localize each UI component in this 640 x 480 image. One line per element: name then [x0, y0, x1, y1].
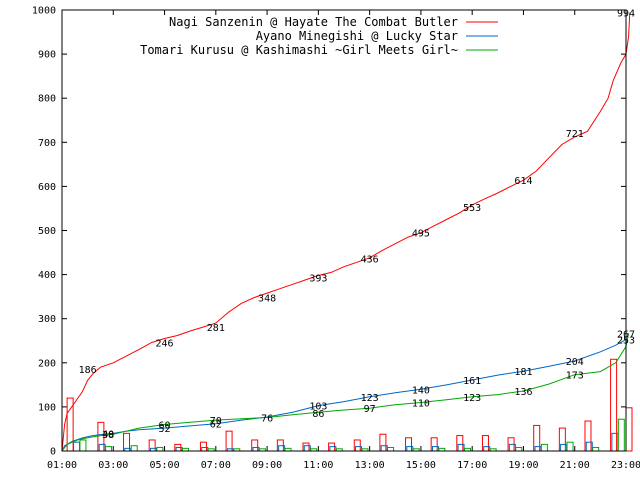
hourly-bar	[156, 446, 164, 452]
x-tick-label: 01:00	[47, 460, 77, 471]
x-tick-label: 21:00	[560, 460, 590, 471]
data-label: 173	[566, 371, 584, 382]
x-tick-label: 23:00	[611, 460, 640, 471]
y-tick-label: 600	[38, 182, 56, 193]
y-tick-label: 100	[38, 402, 56, 413]
x-tick-label: 19:00	[508, 460, 538, 471]
hourly-bar	[130, 445, 138, 452]
data-label: 186	[79, 365, 97, 376]
hourly-bar	[225, 430, 233, 452]
x-tick-label: 15:00	[406, 460, 436, 471]
y-tick-label: 0	[50, 447, 56, 458]
data-label: 123	[361, 393, 379, 404]
data-label: 393	[309, 274, 327, 285]
y-tick-label: 300	[38, 314, 56, 325]
legend-label: Ayano Minegishi @ Lucky Star	[256, 29, 458, 43]
data-label: 204	[566, 357, 584, 368]
data-label: 110	[412, 398, 430, 409]
y-tick-label: 1000	[32, 6, 56, 17]
data-label: 181	[514, 367, 532, 378]
hourly-bar	[540, 443, 548, 452]
x-tick-label: 17:00	[457, 460, 487, 471]
hourly-bars	[66, 358, 633, 452]
y-tick-label: 800	[38, 94, 56, 105]
series-line	[61, 338, 627, 452]
x-tick-label: 05:00	[149, 460, 179, 471]
hourly-bar	[617, 418, 625, 452]
y-tick-label: 400	[38, 270, 56, 281]
x-tick-label: 03:00	[98, 460, 128, 471]
data-label: 38	[102, 430, 114, 441]
y-tick-label: 500	[38, 226, 56, 237]
data-label: 136	[514, 387, 532, 398]
data-label: 103	[309, 402, 327, 413]
series-line	[61, 12, 631, 452]
data-label: 436	[361, 255, 379, 266]
x-tick-label: 09:00	[252, 460, 282, 471]
data-label: 140	[412, 385, 430, 396]
plot-frame	[61, 9, 627, 452]
data-label: 52	[159, 424, 171, 435]
data-label: 70	[210, 416, 222, 427]
legend-label: Tomari Kurusu @ Kashimashi ~Girl Meets G…	[140, 43, 458, 57]
hourly-bar	[625, 407, 633, 452]
legend: Nagi Sanzenin @ Hayate The Combat Butler…	[140, 15, 498, 57]
data-label: 60	[159, 421, 171, 432]
data-label: 40	[102, 429, 114, 440]
x-tick-label: 13:00	[355, 460, 385, 471]
y-tick-label: 900	[38, 50, 56, 61]
data-label: 246	[156, 339, 174, 350]
data-label: 97	[364, 404, 376, 415]
hourly-bar	[566, 441, 574, 452]
series-line	[61, 333, 630, 452]
y-tick-label: 700	[38, 138, 56, 149]
hourly-bar	[592, 446, 600, 452]
legend-label: Nagi Sanzenin @ Hayate The Combat Butler	[169, 15, 458, 29]
x-tick-label: 07:00	[201, 460, 231, 471]
data-label: 495	[412, 229, 430, 240]
data-label: 553	[463, 203, 481, 214]
axis-ticks: 0 100 200 300 400 500 600 700 800 900 1000 01:00 03:…	[32, 6, 640, 472]
hourly-bar	[515, 446, 523, 452]
x-tick-label: 11:00	[303, 460, 333, 471]
data-label: 348	[258, 294, 276, 305]
hourly-bar	[79, 439, 87, 452]
hourly-bar	[73, 441, 81, 452]
hourly-bar	[105, 446, 113, 452]
data-label: 614	[514, 176, 532, 187]
data-label: 123	[463, 393, 481, 404]
data-label: 76	[261, 413, 273, 424]
cumulative-lines	[61, 12, 631, 452]
data-label: 281	[207, 323, 225, 334]
data-label: 721	[566, 129, 584, 140]
y-tick-label: 200	[38, 358, 56, 369]
data-label: 62	[210, 420, 222, 431]
data-label: 161	[463, 376, 481, 387]
data-label: 86	[312, 409, 324, 420]
hourly-bar	[387, 446, 395, 452]
